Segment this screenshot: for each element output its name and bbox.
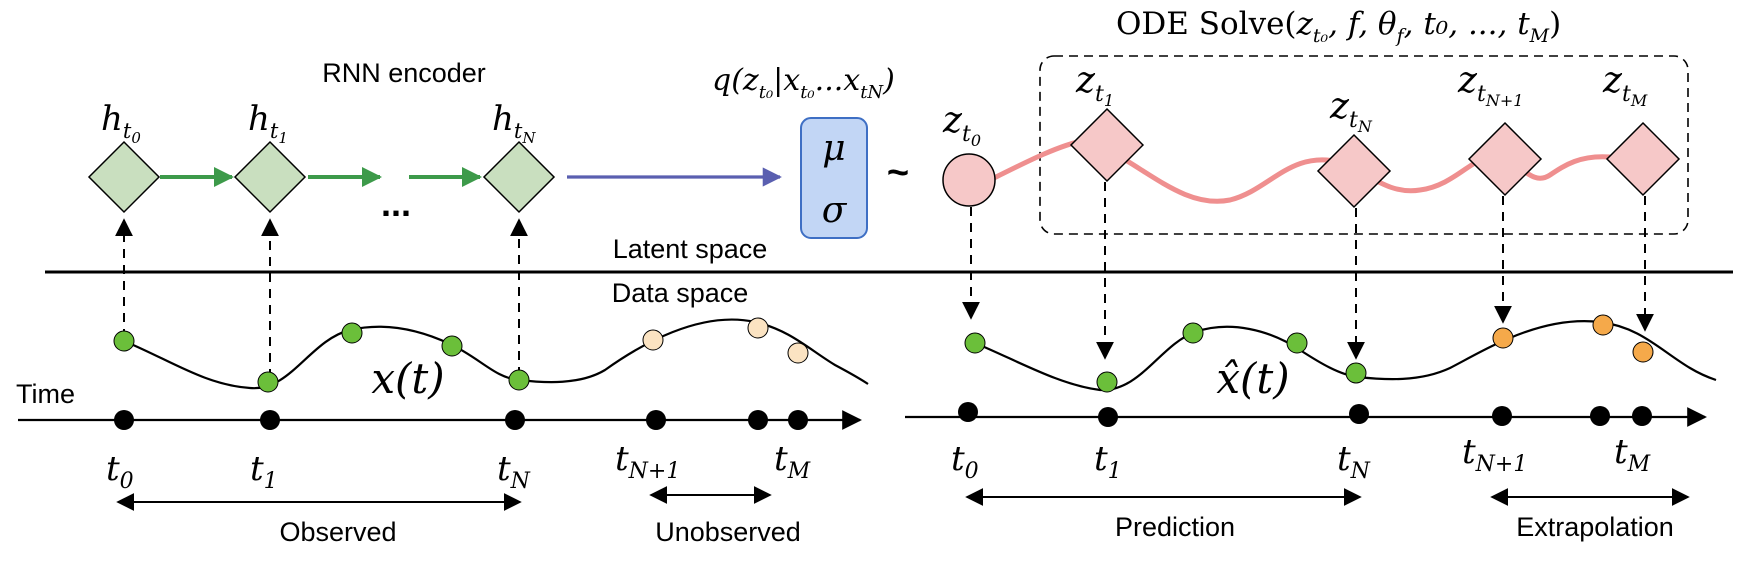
- unobserved-point-2: [787, 342, 809, 364]
- posterior-label: q(zt₀|xt₀...xtN): [712, 63, 895, 103]
- observed-point-0: [113, 330, 135, 352]
- predicted-point-N: [1345, 362, 1367, 384]
- ode-solve-label: ODE Solve(zt₀, f, θf, t₀, ..., tM): [1116, 6, 1561, 47]
- encoder-node-N: [482, 140, 556, 214]
- left-tick-label-M: tM: [774, 439, 811, 484]
- left-time-dot-N: [505, 410, 525, 430]
- right-tick-label-0: t0: [951, 439, 979, 484]
- encoder-label-1: ht1: [248, 99, 288, 147]
- encoder-label-N: htN: [492, 99, 536, 147]
- time-axis-label: Time: [16, 379, 75, 409]
- posterior-sigma: σ: [822, 190, 848, 231]
- left-tick-label-1: t1: [250, 449, 278, 494]
- encoder-node-1: [233, 140, 307, 214]
- right-tick-label-M: tM: [1614, 432, 1651, 477]
- left-time-dot-1: [260, 410, 280, 430]
- left-tick-label-0: t0: [106, 449, 134, 494]
- right-time-dot-N: [1349, 404, 1369, 424]
- latent-node-0: [942, 153, 996, 207]
- predicted-point-2: [1182, 322, 1204, 344]
- observed-signal-label: x(t): [371, 354, 444, 403]
- predicted-point-3: [1286, 332, 1308, 354]
- right-time-dot-a: [1590, 406, 1610, 426]
- posterior-box: [800, 117, 868, 239]
- right-time-dot-M: [1632, 406, 1652, 426]
- encoder-label-0: ht0: [101, 99, 141, 147]
- left-tick-label-N: tN: [497, 449, 531, 494]
- predicted-signal-label: x̂(t): [1216, 354, 1289, 403]
- left-time-dot-a: [748, 410, 768, 430]
- unobserved-point-0: [642, 329, 664, 351]
- latent-label-N: ztN: [1329, 86, 1373, 136]
- observed-point-N: [508, 369, 530, 391]
- latent-node-N1: [1467, 121, 1543, 197]
- left-time-dot-N1: [646, 410, 666, 430]
- latent-label-1: zt1: [1075, 60, 1114, 110]
- latent-label-0: zt0: [942, 100, 981, 150]
- left-tick-label-N1: tN+1: [615, 439, 680, 484]
- encoder-ellipsis: ...: [381, 183, 411, 224]
- right-tick-label-N1: tN+1: [1462, 432, 1527, 477]
- extrapolation-range-label: Extrapolation: [1516, 512, 1674, 542]
- extrapolated-point-0: [1492, 327, 1514, 349]
- latent-node-M: [1605, 121, 1681, 197]
- right-time-dot-0: [958, 402, 978, 422]
- latent-label-N1: ztN+1: [1457, 60, 1523, 110]
- data-space-label: Data space: [612, 278, 749, 308]
- posterior-mu: μ: [822, 128, 845, 169]
- extrapolated-point-1: [1592, 314, 1614, 336]
- observed-range-label: Observed: [279, 517, 396, 547]
- right-tick-label-1: t1: [1094, 439, 1122, 484]
- latent-label-M: ztM: [1602, 60, 1648, 110]
- sample-tilde: ~: [887, 152, 909, 194]
- predicted-point-0: [964, 332, 986, 354]
- latent-node-1: [1069, 107, 1145, 183]
- latent-node-N: [1316, 133, 1392, 209]
- right-time-dot-1: [1098, 407, 1118, 427]
- right-time-dot-N1: [1492, 406, 1512, 426]
- encoder-node-0: [87, 140, 161, 214]
- right-tick-label-N: tN: [1337, 439, 1371, 484]
- left-time-dot-M: [788, 410, 808, 430]
- latent-space-label: Latent space: [613, 234, 768, 264]
- ode-solve-box: [1039, 55, 1689, 235]
- observed-point-3: [441, 335, 463, 357]
- unobserved-range-label: Unobserved: [655, 517, 801, 547]
- left-time-dot-0: [114, 410, 134, 430]
- extrapolated-point-M: [1632, 341, 1654, 363]
- observed-point-1: [257, 371, 279, 393]
- observed-point-2: [341, 322, 363, 344]
- prediction-range-label: Prediction: [1115, 512, 1235, 542]
- unobserved-point-1: [747, 317, 769, 339]
- rnn-encoder-label: RNN encoder: [322, 58, 486, 88]
- predicted-point-1: [1096, 371, 1118, 393]
